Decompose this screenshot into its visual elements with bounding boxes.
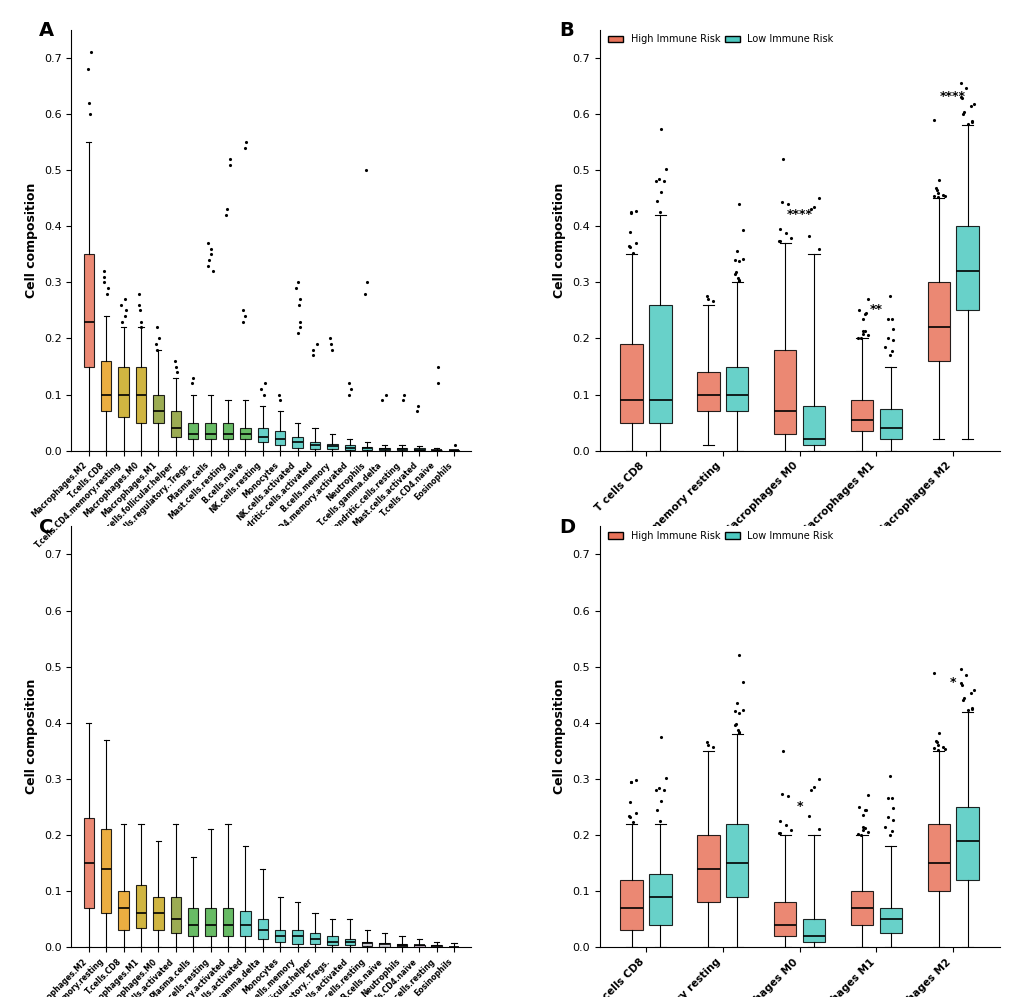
PathPatch shape	[414, 449, 424, 450]
Text: B: B	[559, 22, 574, 41]
PathPatch shape	[84, 254, 94, 367]
PathPatch shape	[396, 944, 407, 946]
PathPatch shape	[153, 395, 163, 423]
PathPatch shape	[926, 824, 949, 891]
PathPatch shape	[292, 930, 303, 944]
PathPatch shape	[292, 437, 303, 448]
PathPatch shape	[362, 447, 372, 450]
PathPatch shape	[414, 945, 424, 946]
PathPatch shape	[187, 423, 198, 440]
Y-axis label: Cell composition: Cell composition	[553, 182, 566, 298]
PathPatch shape	[205, 423, 216, 440]
PathPatch shape	[239, 910, 251, 936]
PathPatch shape	[239, 429, 251, 440]
PathPatch shape	[118, 367, 128, 417]
PathPatch shape	[648, 305, 671, 423]
PathPatch shape	[878, 409, 901, 440]
PathPatch shape	[136, 885, 146, 927]
PathPatch shape	[170, 896, 180, 933]
PathPatch shape	[726, 367, 748, 412]
PathPatch shape	[396, 448, 407, 450]
PathPatch shape	[648, 874, 671, 924]
PathPatch shape	[878, 908, 901, 933]
Text: *: *	[949, 676, 956, 689]
PathPatch shape	[344, 445, 355, 450]
PathPatch shape	[101, 361, 111, 412]
PathPatch shape	[802, 406, 824, 445]
PathPatch shape	[773, 350, 796, 434]
PathPatch shape	[696, 834, 718, 902]
PathPatch shape	[362, 941, 372, 946]
PathPatch shape	[802, 919, 824, 941]
PathPatch shape	[620, 879, 642, 930]
PathPatch shape	[926, 282, 949, 361]
PathPatch shape	[187, 908, 198, 936]
Y-axis label: Cell composition: Cell composition	[553, 679, 566, 795]
Y-axis label: Cell composition: Cell composition	[25, 182, 39, 298]
Text: ****: ****	[940, 90, 965, 103]
PathPatch shape	[275, 930, 285, 941]
PathPatch shape	[257, 429, 268, 443]
Text: **: **	[869, 303, 882, 316]
Text: A: A	[40, 22, 54, 41]
PathPatch shape	[257, 919, 268, 939]
Text: *: *	[796, 800, 802, 813]
Legend: High Immune Risk, Low Immune Risk: High Immune Risk, Low Immune Risk	[604, 31, 837, 48]
PathPatch shape	[956, 226, 978, 310]
PathPatch shape	[850, 891, 872, 924]
PathPatch shape	[84, 819, 94, 908]
PathPatch shape	[431, 945, 441, 947]
PathPatch shape	[379, 942, 389, 946]
PathPatch shape	[275, 431, 285, 445]
PathPatch shape	[344, 939, 355, 945]
Legend: High Immune Risk, Low Immune Risk: High Immune Risk, Low Immune Risk	[604, 527, 837, 544]
PathPatch shape	[222, 423, 233, 440]
PathPatch shape	[170, 412, 180, 437]
PathPatch shape	[327, 444, 337, 449]
PathPatch shape	[327, 936, 337, 945]
PathPatch shape	[118, 891, 128, 930]
PathPatch shape	[101, 830, 111, 913]
PathPatch shape	[222, 908, 233, 936]
PathPatch shape	[136, 367, 146, 423]
Y-axis label: Cell composition: Cell composition	[25, 679, 39, 795]
PathPatch shape	[850, 400, 872, 431]
PathPatch shape	[153, 896, 163, 930]
Text: C: C	[40, 518, 54, 537]
PathPatch shape	[310, 443, 320, 449]
PathPatch shape	[773, 902, 796, 936]
PathPatch shape	[310, 933, 320, 944]
Text: D: D	[559, 518, 575, 537]
PathPatch shape	[205, 908, 216, 936]
PathPatch shape	[726, 824, 748, 896]
PathPatch shape	[956, 807, 978, 879]
Text: ****: ****	[786, 207, 812, 220]
PathPatch shape	[620, 344, 642, 423]
PathPatch shape	[696, 372, 718, 412]
PathPatch shape	[379, 448, 389, 450]
